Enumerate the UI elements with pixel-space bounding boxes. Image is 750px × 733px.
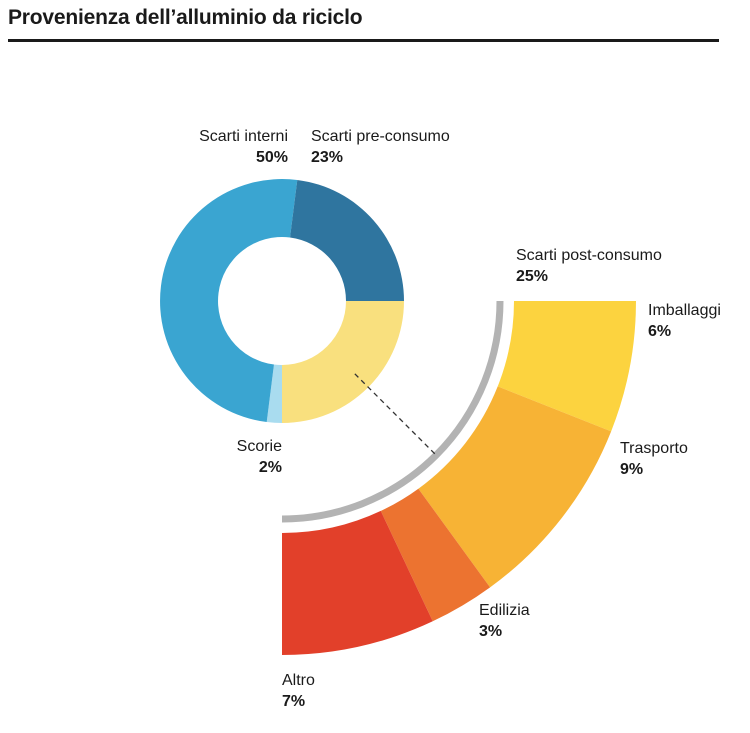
label-text: Scarti post-consumo — [516, 247, 662, 264]
label-value: 9% — [620, 461, 644, 478]
label-trasporto: Trasporto 9% — [620, 438, 688, 480]
slice-trasporto — [418, 386, 612, 588]
label-value: 7% — [282, 693, 306, 710]
slice-scorie — [266, 364, 282, 423]
label-altro: Altro 7% — [282, 670, 315, 712]
label-text: Altro — [282, 672, 315, 689]
connector-line — [354, 373, 437, 456]
slice-edilizia — [380, 488, 491, 622]
label-imballaggi: Imballaggi 6% — [648, 300, 721, 342]
slice-scarti-interni — [160, 179, 298, 423]
post-consumo-bracket — [281, 300, 504, 523]
chart-title: Provenienza dell’alluminio da riciclo — [8, 6, 363, 29]
slice-scarti-pre-consumo — [290, 179, 404, 301]
label-text: Scarti pre-consumo — [311, 128, 450, 145]
label-text: Scarti interni — [199, 128, 288, 145]
label-value: 6% — [648, 323, 672, 340]
label-scorie: Scorie 2% — [180, 436, 282, 478]
label-edilizia: Edilizia 3% — [479, 600, 530, 642]
label-scarti-post-consumo: Scarti post-consumo 25% — [516, 245, 662, 287]
label-text: Trasporto — [620, 440, 688, 457]
label-value: 3% — [479, 623, 503, 640]
slice-altro — [282, 510, 433, 655]
donut-chart — [160, 179, 404, 423]
breakdown-chart — [282, 301, 636, 655]
slice-scarti-post-consumo — [282, 301, 404, 423]
title-rule — [8, 39, 719, 42]
label-scarti-interni: Scarti interni 50% — [130, 126, 288, 168]
label-value: 23% — [311, 149, 344, 166]
label-text: Edilizia — [479, 602, 530, 619]
label-text: Imballaggi — [648, 302, 721, 319]
label-value: 2% — [258, 459, 282, 476]
slice-imballaggi — [497, 301, 636, 432]
label-scarti-pre-consumo: Scarti pre-consumo 23% — [311, 126, 450, 168]
label-value: 25% — [516, 268, 549, 285]
label-text: Scorie — [236, 438, 282, 455]
label-value: 50% — [255, 149, 288, 166]
